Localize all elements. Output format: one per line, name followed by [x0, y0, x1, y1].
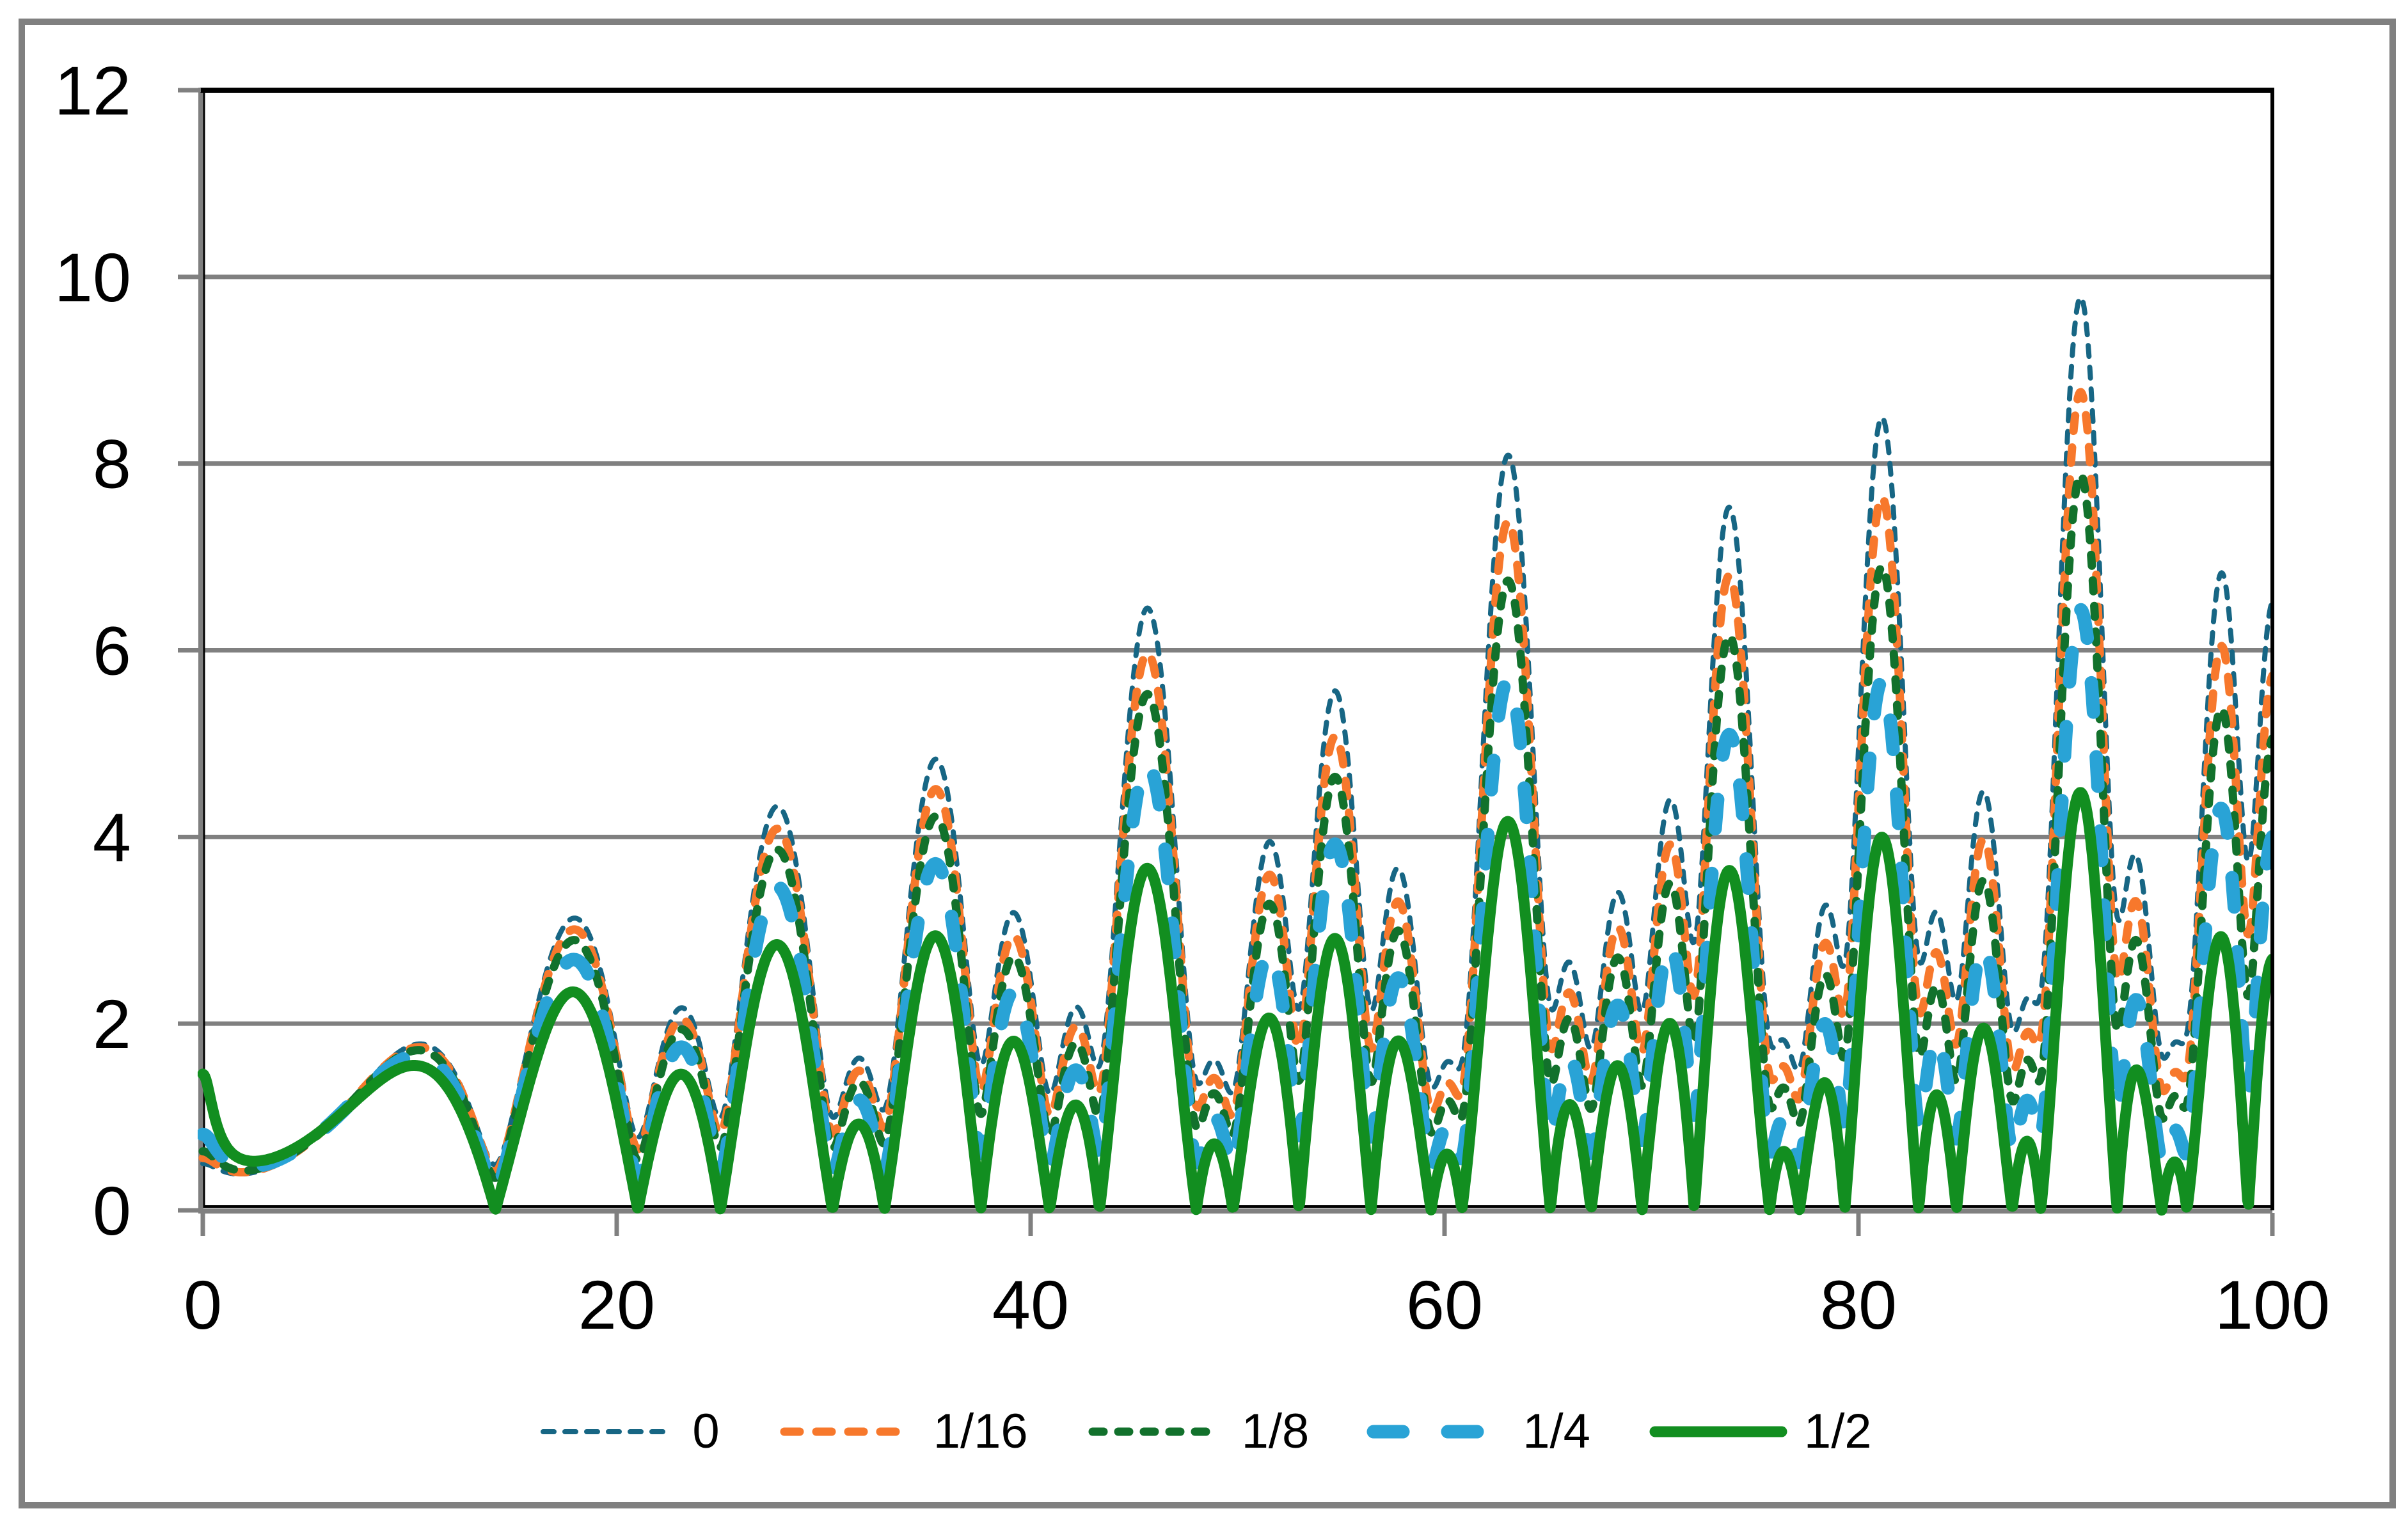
x-tick-label-40: 40 — [992, 1266, 1069, 1343]
legend-label-0: 0 — [692, 1404, 720, 1459]
series-path-1-2 — [198, 787, 2272, 1216]
legend-item-0: 0 — [536, 1404, 720, 1459]
y-tick-label-8: 8 — [93, 425, 131, 503]
series-path-1-8 — [198, 470, 2272, 1182]
legend-item-1-8: 1/8 — [1086, 1404, 1310, 1459]
legend-item-1-16: 1/16 — [777, 1407, 1028, 1456]
y-tick-label-2: 2 — [93, 985, 131, 1063]
legend-label-1-16: 1/16 — [933, 1404, 1028, 1459]
legend-line-sample-1-4 — [1366, 1425, 1507, 1439]
legend-item-1-2: 1/2 — [1648, 1407, 1872, 1456]
y-tick-label-6: 6 — [93, 612, 131, 690]
legend-label-1-2: 1/2 — [1803, 1404, 1872, 1459]
y-tick-label-0: 0 — [93, 1172, 131, 1249]
figure-border — [19, 19, 2396, 1508]
series-path-0 — [200, 294, 2272, 1177]
x-tick-label-100: 100 — [2215, 1266, 2330, 1343]
legend: 0 1/16 1/8 1/4 1/2 — [0, 1398, 2408, 1465]
legend-line-sample-1-8 — [1088, 1427, 1224, 1436]
y-tick-label-10: 10 — [54, 239, 131, 316]
y-tick-label-12: 12 — [54, 52, 131, 129]
y-tick-label-4: 4 — [93, 798, 131, 876]
x-tick-label-0: 0 — [184, 1266, 222, 1343]
legend-line-sample-1-16 — [780, 1427, 915, 1436]
x-tick-label-60: 60 — [1406, 1266, 1483, 1343]
x-tick-label-20: 20 — [578, 1266, 655, 1343]
legend-label-1-8: 1/8 — [1241, 1404, 1310, 1459]
legend-line-sample-0 — [541, 1429, 673, 1434]
legend-line-sample-1-2 — [1649, 1426, 1787, 1437]
legend-item-1-4: 1/4 — [1366, 1407, 1590, 1456]
x-tick-label-80: 80 — [1820, 1266, 1897, 1343]
legend-label-1-4: 1/4 — [1523, 1404, 1590, 1459]
